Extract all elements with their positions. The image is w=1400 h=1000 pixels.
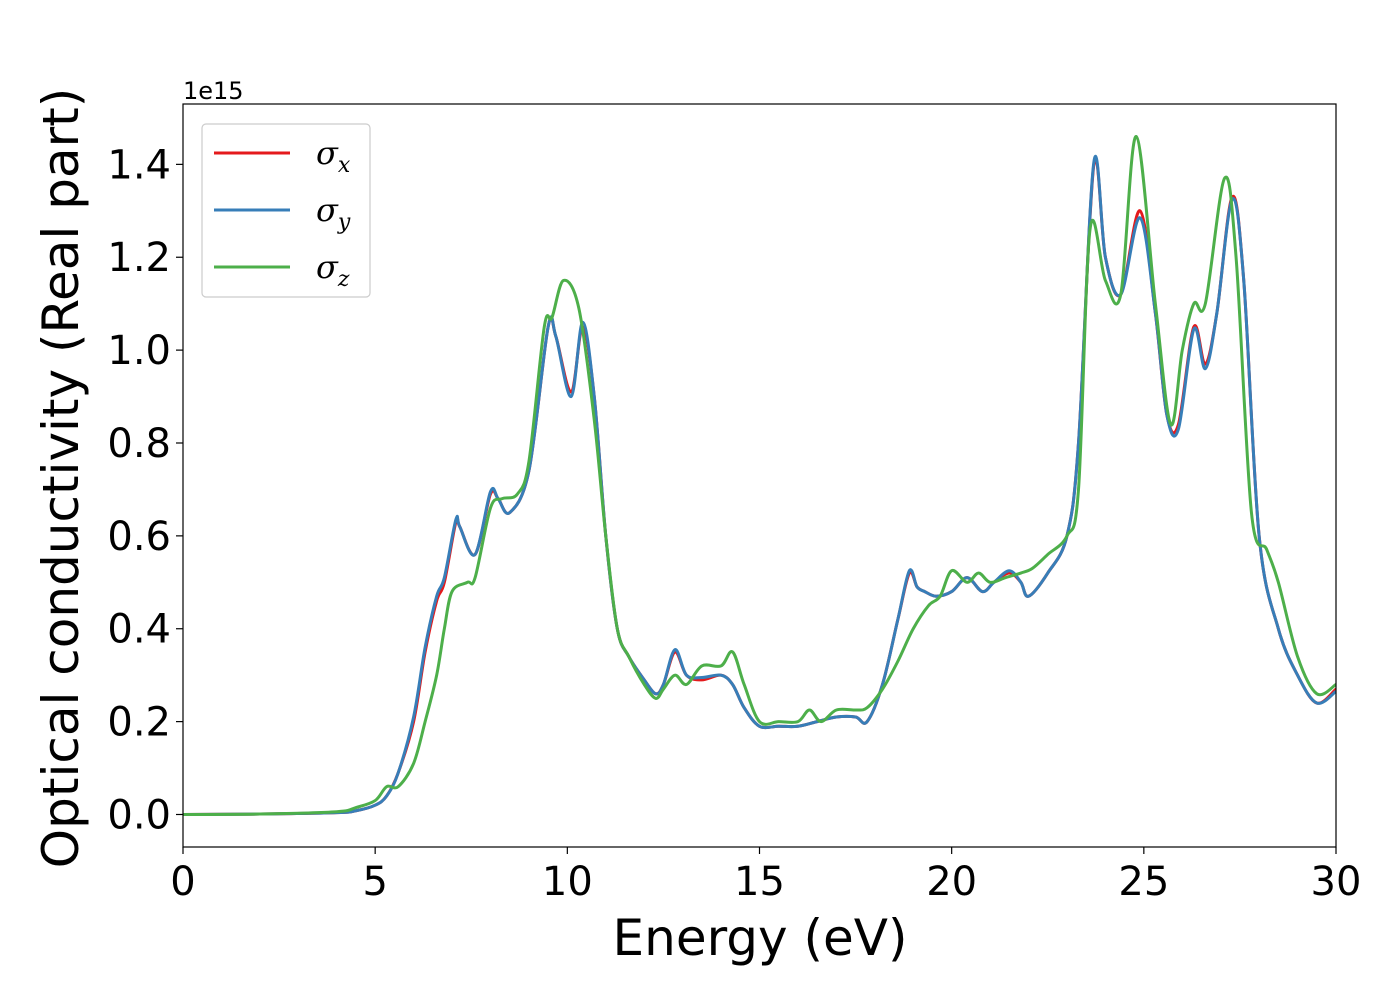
x-tick-label: 0: [170, 859, 195, 905]
legend-entry-sigma-x: σx: [214, 134, 351, 178]
y-axis-label: Optical conductivity (Real part): [32, 88, 90, 869]
x-tick-label: 15: [734, 859, 785, 905]
y-offset-label: 1e15: [183, 77, 244, 105]
y-tick-label: 0.0: [107, 792, 171, 838]
y-tick-label: 1.0: [107, 328, 171, 374]
series-layer: [183, 135, 1336, 816]
y-tick-label: 0.4: [107, 607, 171, 653]
x-axis-label: Energy (eV): [613, 909, 908, 967]
x-tick-label: 5: [362, 859, 387, 905]
x-axis: 0 5 10 15 20 25 30: [170, 847, 1361, 905]
series-line-sigma-z: [183, 135, 1336, 816]
x-tick-label: 10: [542, 859, 593, 905]
y-axis: 0.0 0.2 0.4 0.6 0.8 1.0 1.2 1.4: [107, 142, 183, 838]
y-tick-label: 0.8: [107, 421, 171, 467]
y-tick-label: 1.2: [107, 235, 171, 281]
y-tick-label: 1.4: [107, 142, 171, 188]
y-tick-label: 0.2: [107, 700, 171, 746]
x-tick-label: 20: [926, 859, 977, 905]
y-tick-label: 0.6: [107, 514, 171, 560]
x-tick-label: 30: [1311, 859, 1362, 905]
x-tick-label: 25: [1118, 859, 1169, 905]
